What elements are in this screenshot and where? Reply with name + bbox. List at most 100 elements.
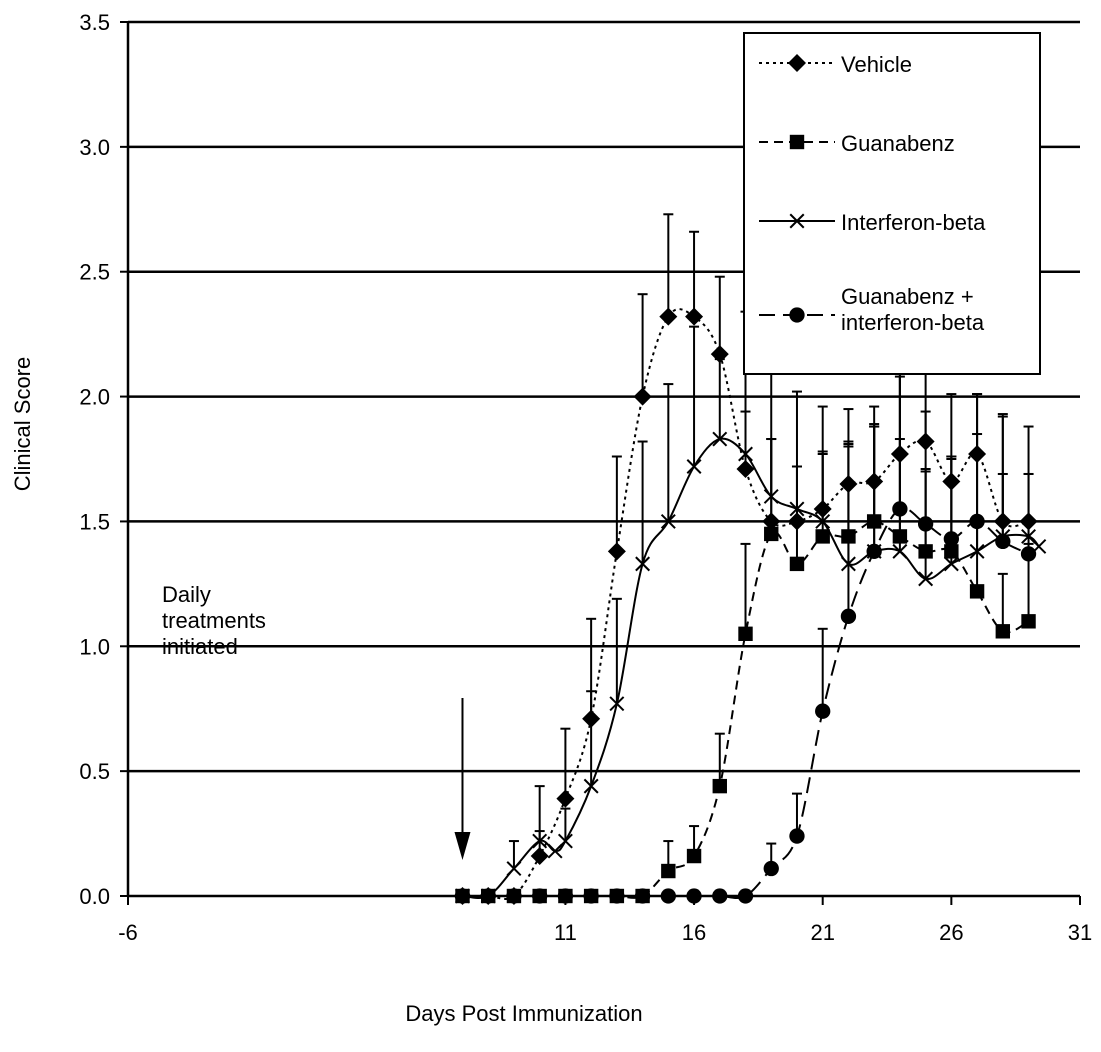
treatment-annotation: Daily treatments initiated bbox=[162, 582, 266, 659]
data-point bbox=[686, 848, 702, 864]
marker-stroke bbox=[738, 446, 753, 462]
data-point bbox=[660, 888, 676, 904]
legend-marker bbox=[789, 307, 805, 323]
data-point bbox=[763, 489, 779, 504]
legend-swatch-interferon-beta bbox=[759, 213, 835, 229]
data-point bbox=[530, 847, 549, 866]
marker-stroke bbox=[969, 543, 985, 559]
data-point bbox=[633, 387, 652, 406]
marker-stroke bbox=[660, 513, 676, 529]
data-point bbox=[764, 526, 779, 542]
data-point bbox=[969, 513, 985, 530]
marker-stroke bbox=[763, 489, 779, 504]
marker-stroke bbox=[943, 556, 959, 572]
data-point bbox=[892, 543, 908, 559]
data-point bbox=[506, 861, 522, 876]
legend-marker bbox=[788, 54, 806, 72]
x-tick-label: 21 bbox=[810, 920, 834, 945]
y-tick-label: 3.5 bbox=[79, 10, 110, 35]
data-point bbox=[738, 446, 753, 462]
data-point bbox=[712, 778, 727, 794]
data-point bbox=[712, 888, 728, 904]
data-point bbox=[532, 888, 548, 904]
data-point bbox=[840, 608, 857, 624]
marker-stroke bbox=[789, 501, 805, 517]
data-point bbox=[866, 543, 882, 560]
data-point bbox=[1020, 546, 1037, 562]
x-tick-label: 31 bbox=[1068, 920, 1092, 945]
y-tick-label: 0.0 bbox=[79, 884, 110, 909]
series-group bbox=[453, 213, 1047, 905]
data-point bbox=[686, 888, 702, 904]
data-point bbox=[763, 860, 779, 877]
series-line bbox=[462, 437, 1040, 900]
legend-label-interferon-beta: Interferon-beta bbox=[841, 210, 986, 235]
legend-label-vehicle: Vehicle bbox=[841, 52, 912, 77]
marker-stroke bbox=[557, 833, 573, 849]
legend-marker bbox=[789, 213, 805, 229]
x-tick-label: 11 bbox=[554, 920, 577, 945]
data-point bbox=[583, 778, 599, 794]
data-point bbox=[995, 624, 1011, 639]
series-combination bbox=[454, 360, 1037, 904]
legend-swatch-combination bbox=[759, 307, 835, 323]
y-tick-label: 2.5 bbox=[79, 260, 110, 285]
data-point bbox=[557, 833, 573, 849]
marker-stroke bbox=[918, 571, 934, 587]
y-tick-label: 1.5 bbox=[79, 509, 110, 534]
data-point bbox=[661, 863, 676, 879]
data-point bbox=[686, 459, 702, 474]
legend-label-guanabenz: Guanabenz bbox=[841, 131, 955, 156]
legend-label-combination: Guanabenz + interferon-beta bbox=[841, 284, 985, 335]
data-point bbox=[712, 431, 728, 447]
marker-stroke bbox=[815, 513, 831, 529]
data-point bbox=[943, 531, 960, 547]
data-point bbox=[969, 584, 985, 599]
data-point bbox=[892, 501, 908, 517]
data-point bbox=[737, 888, 754, 904]
y-tick-label: 2.0 bbox=[79, 385, 110, 410]
data-point bbox=[969, 543, 985, 559]
marker-stroke bbox=[609, 696, 625, 712]
data-point bbox=[736, 459, 755, 478]
gridlines bbox=[128, 20, 1080, 773]
data-point bbox=[609, 696, 625, 712]
data-point bbox=[815, 703, 831, 719]
legend-swatch-vehicle bbox=[759, 54, 835, 72]
data-point bbox=[454, 888, 471, 904]
data-point bbox=[1021, 614, 1036, 629]
data-point bbox=[738, 626, 753, 641]
legend-swatch-guanabenz bbox=[759, 134, 835, 150]
annotation-arrow-head bbox=[454, 832, 471, 860]
marker-stroke bbox=[583, 778, 599, 794]
y-tick-label: 1.0 bbox=[79, 634, 110, 659]
series-interferon-beta bbox=[455, 325, 1047, 904]
data-point bbox=[815, 513, 831, 529]
x-axis-label: Days Post Immunization bbox=[405, 1001, 642, 1026]
data-point bbox=[557, 888, 574, 904]
x-tick-label: 26 bbox=[939, 920, 963, 945]
marker-stroke bbox=[712, 431, 728, 447]
marker-stroke bbox=[506, 861, 522, 876]
data-point bbox=[659, 307, 678, 326]
marker-stroke bbox=[532, 833, 548, 849]
data-point bbox=[789, 501, 805, 517]
data-point bbox=[918, 571, 934, 587]
data-point bbox=[685, 307, 704, 326]
data-point bbox=[917, 516, 934, 532]
marker-stroke bbox=[686, 459, 702, 474]
data-point bbox=[789, 828, 805, 844]
legend: Vehicle Guanabenz Interferon-beta Guanab… bbox=[743, 32, 1041, 375]
data-point bbox=[815, 529, 830, 544]
data-point bbox=[480, 888, 496, 904]
data-point bbox=[943, 556, 959, 572]
data-point bbox=[634, 888, 651, 904]
y-tick-label: 0.5 bbox=[79, 759, 110, 784]
data-point bbox=[607, 542, 626, 561]
marker-stroke bbox=[635, 556, 651, 572]
data-point bbox=[635, 556, 651, 572]
data-point bbox=[609, 888, 625, 904]
data-point bbox=[789, 556, 805, 572]
data-point bbox=[583, 888, 599, 904]
